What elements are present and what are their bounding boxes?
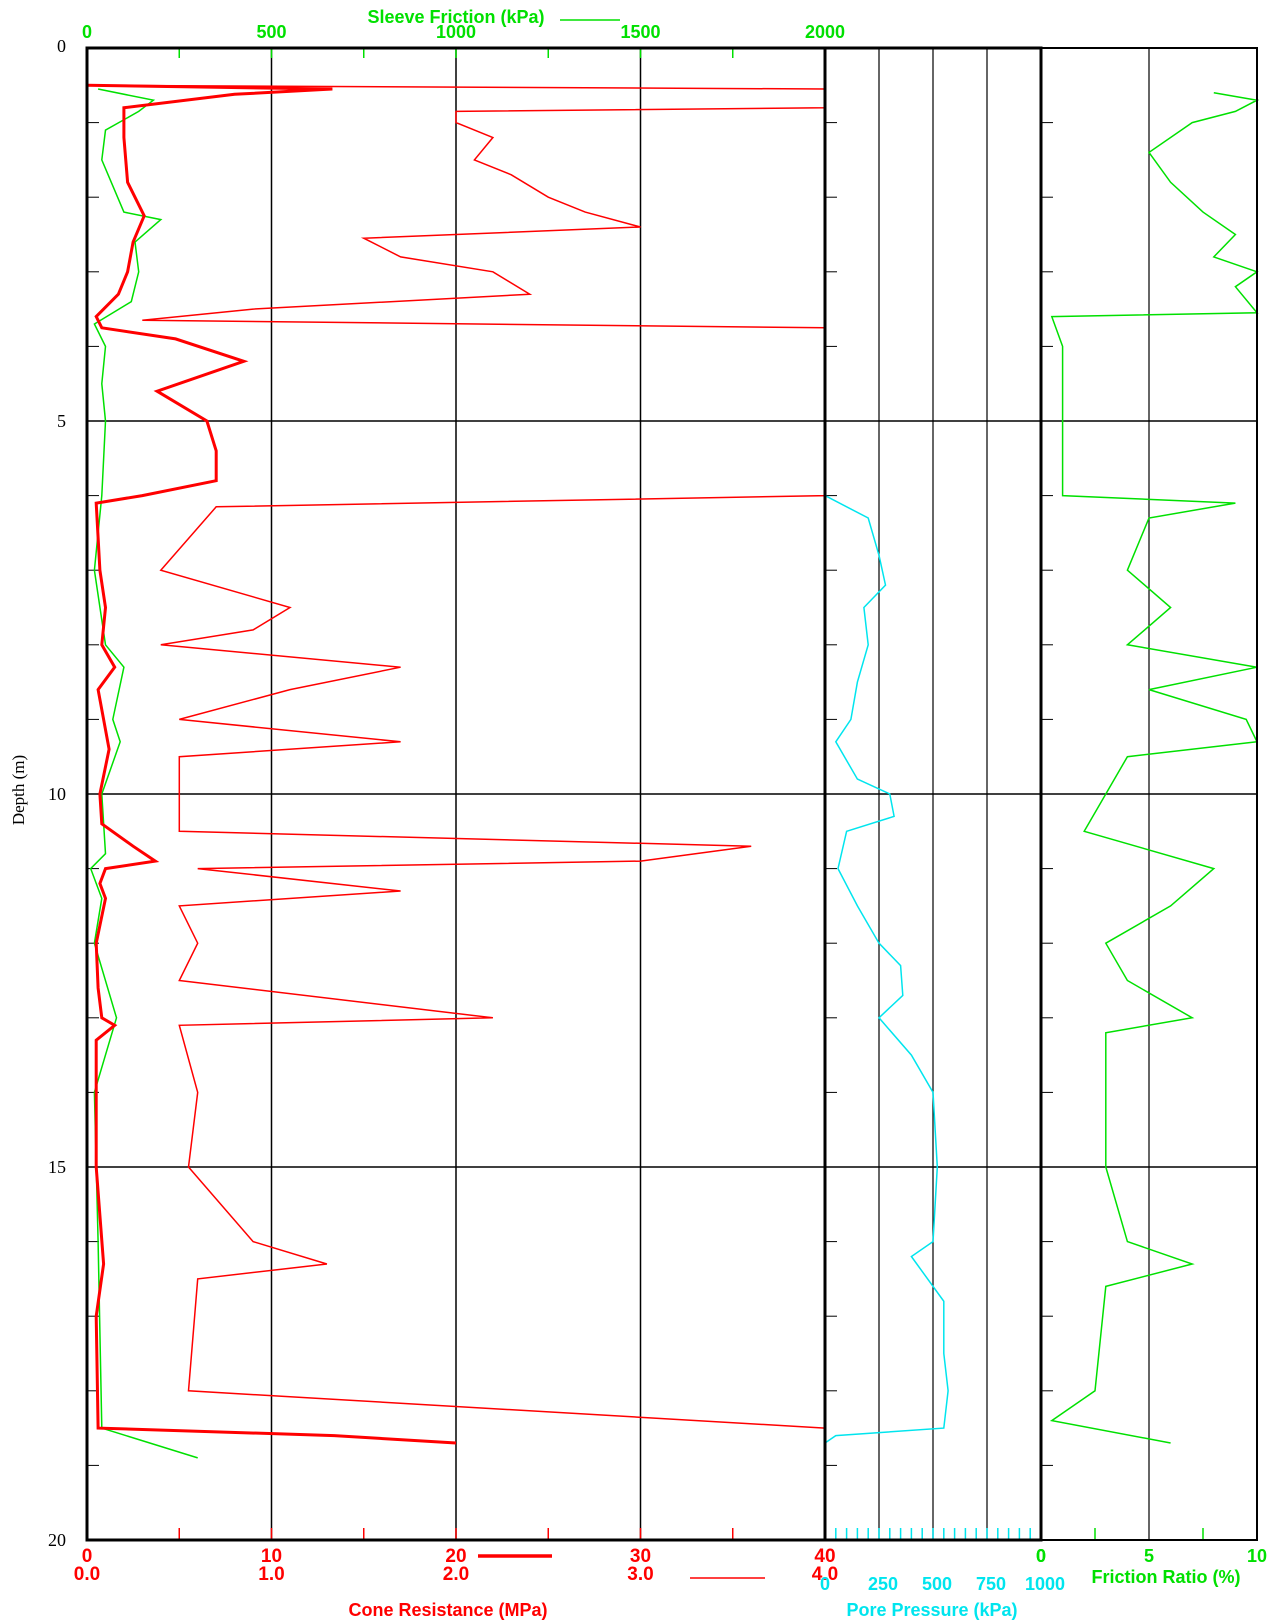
depth-tick-label: 20 — [48, 1530, 66, 1550]
cone-b-tick-label: 3.0 — [627, 1564, 653, 1585]
pore-tick-label: 1000 — [1025, 1574, 1065, 1594]
sleeve-tick-label: 500 — [256, 22, 286, 42]
cone-a-tick-label: 0 — [82, 1546, 93, 1567]
cone-resistance-b-curve — [86, 84, 826, 1429]
sleeve-tick-label: 1000 — [436, 22, 476, 42]
friction-tick-label: 0 — [1036, 1546, 1046, 1566]
pore-tick-label: 250 — [868, 1574, 898, 1594]
sleeve-tick-label: 1500 — [620, 22, 660, 42]
sleeve-friction-title: Sleeve Friction (kPa) — [367, 7, 544, 27]
friction-zero-label: 0 — [1036, 1546, 1046, 1566]
depth-tick-label: 0 — [57, 36, 66, 56]
cone-resistance-a-curve — [86, 83, 457, 1445]
pore-pressure-curve — [824, 85, 949, 1444]
pore-pressure-title: Pore Pressure (kPa) — [846, 1600, 1017, 1620]
sleeve-tick-label: 0 — [82, 22, 92, 42]
sleeve-friction-curve — [89, 88, 198, 1459]
depth-axis-title: Depth (m) — [9, 755, 28, 825]
cone-a-tick-label: 10 — [261, 1546, 282, 1567]
friction-ratio-curve — [1049, 92, 1260, 1444]
gridlines — [87, 48, 1257, 1540]
frame-fr-panel — [1040, 47, 1258, 1541]
cone-b-tick-label: 1.0 — [258, 1564, 284, 1585]
depth-tick-label: 15 — [48, 1157, 66, 1177]
tick-marks — [87, 48, 1204, 1540]
friction-tick-label: 5 — [1144, 1546, 1154, 1566]
cone-a-tick-label: 20 — [445, 1546, 466, 1567]
pore-tick-label: 500 — [922, 1574, 952, 1594]
pore-tick-label: 0 — [820, 1574, 830, 1594]
friction-ratio-title: Friction Ratio (%) — [1092, 1567, 1241, 1587]
cone-a-tick-label: 30 — [630, 1546, 651, 1567]
depth-tick-label: 5 — [57, 411, 66, 431]
cone-b-tick-label: 4.0 — [812, 1564, 838, 1585]
cone-b-tick-label: 0.0 — [74, 1564, 100, 1585]
sleeve-tick-label: 2000 — [805, 22, 845, 42]
depth-tick-label: 10 — [48, 784, 66, 804]
cone-b-tick-label: 2.0 — [443, 1564, 469, 1585]
cone-resistance-title: Cone Resistance (MPa) — [348, 1600, 547, 1620]
friction-tick-label: 10 — [1247, 1546, 1267, 1566]
pore-tick-label: 750 — [976, 1574, 1006, 1594]
cone-a-tick-label: 40 — [814, 1546, 835, 1567]
